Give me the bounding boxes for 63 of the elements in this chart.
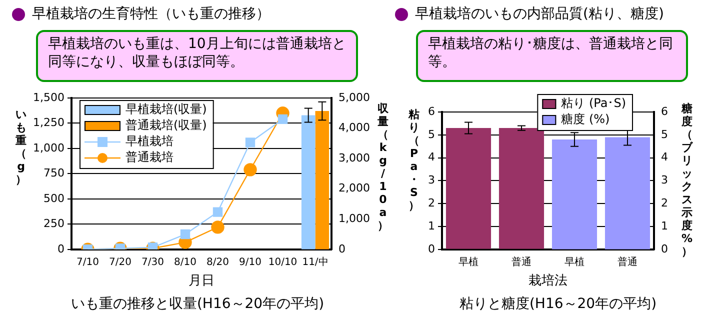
text: 粘りと糖度(H16～20年の平均) bbox=[458, 295, 658, 313]
text: 収量（kg/10a） bbox=[378, 102, 388, 232]
y2-tick-label: 1,000 bbox=[338, 212, 370, 225]
x-tick-label: 7/10 bbox=[76, 256, 99, 268]
y-tick-label: 750 bbox=[43, 166, 64, 180]
y2-tick-label: 6 bbox=[661, 104, 668, 118]
x-axis-title: 栽培法 bbox=[528, 274, 568, 289]
x-tick-label: 7/30 bbox=[142, 256, 164, 268]
legend-label: 普通栽培(収量) bbox=[125, 118, 207, 132]
y2-tick-label: 0 bbox=[338, 242, 346, 256]
y-axis-title: 粘り（Pa・S） bbox=[407, 108, 420, 212]
y-tick-label: 0 bbox=[57, 242, 64, 256]
x-tick-label: 7/20 bbox=[109, 256, 132, 268]
legend-label: 糖度 (%) bbox=[561, 112, 610, 126]
chart-title: 早植栽培の生育特性（いも重の推移） bbox=[32, 5, 270, 23]
y-tick-label: 250 bbox=[43, 217, 64, 230]
x-tick-label: 8/10 bbox=[174, 256, 196, 268]
x-tick-label: 11/中 bbox=[302, 256, 328, 268]
point bbox=[212, 207, 223, 217]
y-tick-label: 5 bbox=[428, 128, 435, 141]
y2-tick-label: 2 bbox=[661, 196, 668, 210]
y-tick-label: 1,250 bbox=[32, 116, 64, 130]
y2-tick-label: 5 bbox=[661, 128, 668, 141]
point bbox=[245, 138, 256, 148]
x-tick-label: 早植 bbox=[458, 256, 478, 268]
y2-tick-label: 0 bbox=[661, 242, 668, 256]
chart-subtitle: 早植栽培の粘り･糖度は、普通栽培と同等。 bbox=[416, 30, 688, 82]
y-axis-title: いも重（g） bbox=[14, 108, 28, 186]
x-tick-label: 普通 bbox=[512, 256, 532, 268]
y2-tick-label: 4 bbox=[661, 150, 668, 164]
x-tick-label: 10/10 bbox=[268, 256, 298, 268]
y-tick-label: 2 bbox=[428, 196, 435, 210]
y-tick-label: 500 bbox=[43, 192, 64, 205]
y-tick-label: 3 bbox=[428, 174, 435, 187]
point bbox=[244, 163, 257, 176]
x-axis-title: 月日 bbox=[188, 274, 214, 289]
legend-label: 早植栽培 bbox=[125, 134, 174, 148]
y2-tick-label: 5,000 bbox=[338, 90, 370, 104]
y2-tick-label: 2,000 bbox=[338, 182, 370, 195]
legend-label: 早植栽培(収量) bbox=[125, 102, 207, 116]
x-tick-label: 早植 bbox=[564, 256, 584, 268]
point bbox=[211, 220, 224, 234]
text: 糖度（ブリックス示度%） bbox=[681, 102, 693, 258]
y-tick-label: 0 bbox=[428, 242, 435, 256]
y2-tick-label: 3 bbox=[661, 174, 668, 187]
y2-tick-label: 1 bbox=[661, 219, 668, 232]
legend-label: 粘り (Pa･S) bbox=[561, 96, 626, 110]
y2-tick-label: 3,000 bbox=[338, 151, 370, 164]
text: いも重の推移と収量(H16～20年の平均) bbox=[70, 295, 326, 313]
x-tick-label: 普通 bbox=[618, 256, 638, 268]
y-tick-label: 6 bbox=[428, 104, 435, 118]
point bbox=[180, 229, 190, 240]
chart-subtitle: 早植栽培のいも重は、10月上旬には普通栽培と同等になり、収量もほぼ同等。 bbox=[36, 30, 358, 82]
x-tick-label: 8/20 bbox=[206, 256, 229, 268]
y-tick-label: 4 bbox=[428, 150, 435, 164]
y2-tick-label: 4,000 bbox=[338, 121, 370, 134]
y-tick-label: 1,000 bbox=[32, 141, 64, 154]
y-tick-label: 1 bbox=[428, 219, 435, 232]
legend-label: 普通栽培 bbox=[125, 150, 174, 164]
y-tick-label: 1,500 bbox=[32, 90, 64, 104]
chart-title: 早植栽培のいもの内部品質(粘り、糖度) bbox=[415, 5, 664, 23]
point bbox=[278, 114, 288, 124]
x-tick-label: 9/10 bbox=[239, 256, 262, 268]
